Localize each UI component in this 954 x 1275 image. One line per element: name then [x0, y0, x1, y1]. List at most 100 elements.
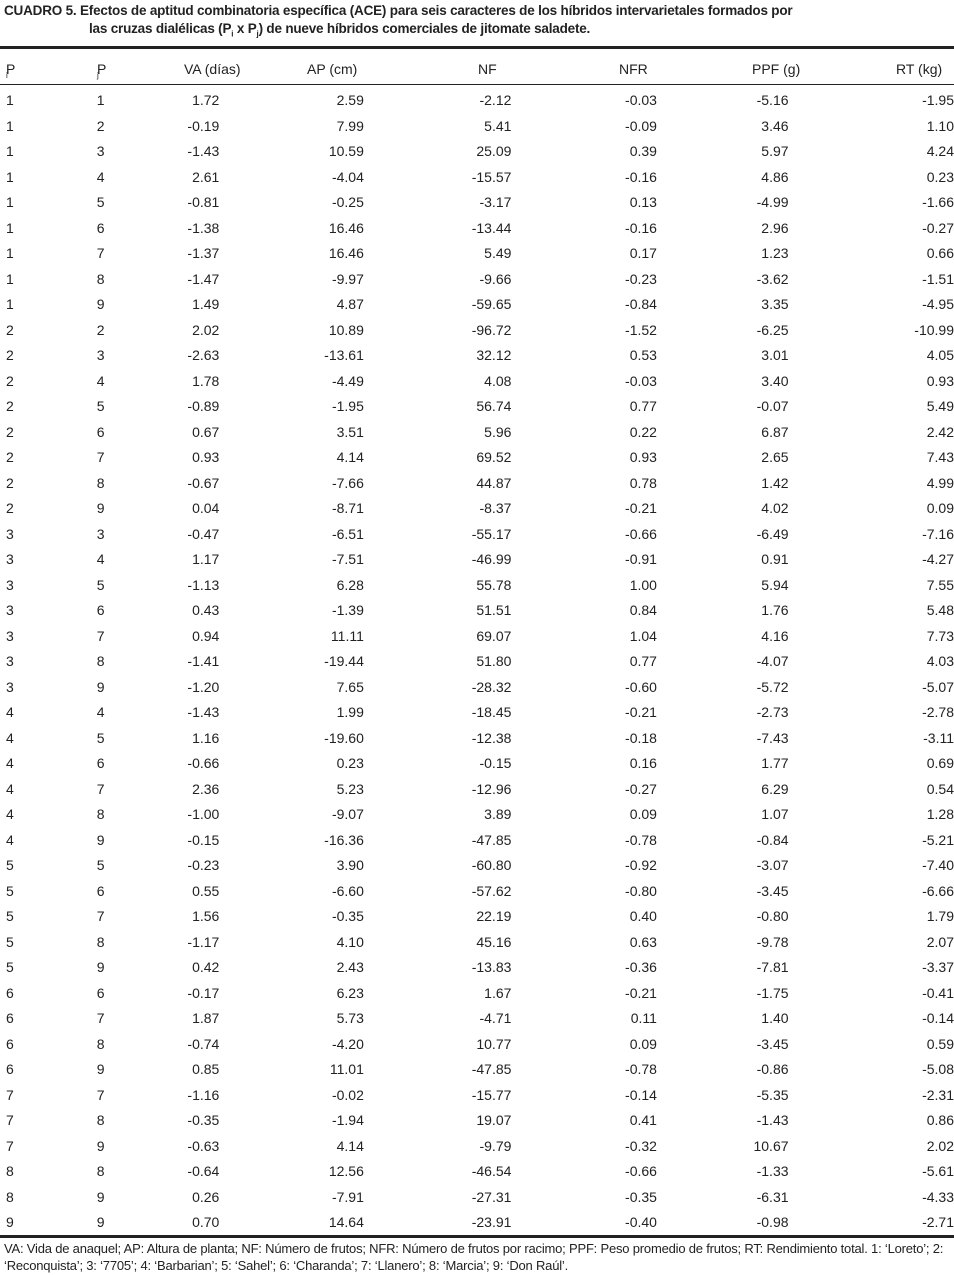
cell-ap: -9.07: [331, 806, 364, 822]
cell-ap: 10.89: [328, 321, 364, 338]
cell-rt: -0.41: [922, 984, 954, 1001]
cell-nf: -28.32: [471, 678, 512, 695]
cell-va: 1.72: [192, 92, 220, 108]
cell-pj: 5: [96, 576, 105, 593]
cell-ap: 4.14: [336, 449, 364, 465]
cell-nf: -15.57: [471, 168, 512, 185]
header-rt: RT (kg): [896, 61, 943, 77]
cell-rt: 0.54: [926, 780, 954, 797]
table-row: 1 1 1.72 2.59 -2.12 -0.03 -5.16 -1.95: [0, 91, 954, 117]
cell-va: 0.93: [192, 449, 220, 465]
cell-nf: -23.91: [471, 1214, 512, 1230]
table-row: 7 9 -0.63 4.14 -9.79 -0.32 10.67 2.02: [0, 1137, 954, 1163]
cell-ap: 5.73: [336, 1010, 364, 1026]
table-row: 1 6 -1.38 16.46 -13.44 -0.16 2.96 -0.27: [0, 219, 954, 245]
cell-nfr: 0.53: [629, 347, 657, 363]
cell-nfr: -0.35: [625, 1188, 657, 1205]
cell-pj: 2: [96, 117, 105, 134]
cell-pj: 1: [96, 92, 105, 108]
cell-ppf: -3.07: [756, 857, 789, 873]
table-row: 1 3 -1.43 10.59 25.09 0.39 5.97 4.24: [0, 142, 954, 168]
cell-ap: -1.39: [331, 602, 364, 618]
cell-ap: -4.04: [331, 168, 364, 185]
cell-ap: -0.35: [331, 908, 364, 924]
table-row: 1 5 -0.81 -0.25 -3.17 0.13 -4.99 -1.66: [0, 193, 954, 219]
table-row: 4 6 -0.66 0.23 -0.15 0.16 1.77 0.69: [0, 754, 954, 780]
cell-pj: 9: [96, 296, 105, 312]
cell-nf: -60.80: [471, 857, 512, 873]
cell-ppf: -9.78: [756, 933, 789, 950]
table-caption: CUADRO 5. Efectos de aptitud combinatori…: [4, 2, 952, 44]
cell-nfr: -0.16: [625, 219, 657, 236]
cell-nfr: 0.77: [629, 653, 657, 669]
cell-nf: 56.74: [476, 398, 512, 414]
cell-pi: 1: [6, 245, 14, 261]
cell-nf: 25.09: [476, 143, 512, 159]
cell-pi: 3: [6, 627, 14, 644]
cell-ppf: -4.99: [756, 194, 789, 210]
table-row: 6 9 0.85 11.01 -47.85 -0.78 -0.86 -5.08: [0, 1060, 954, 1086]
cell-nfr: -0.21: [625, 984, 657, 1001]
cell-rt: -5.07: [922, 678, 954, 695]
cell-nfr: 0.13: [629, 194, 657, 210]
cell-va: -1.16: [187, 1086, 220, 1103]
cell-ap: 0.23: [336, 755, 364, 771]
cell-va: -1.20: [187, 678, 220, 695]
cell-rt: 5.48: [926, 602, 954, 618]
cell-ppf: -4.07: [756, 653, 789, 669]
table-row: 3 7 0.94 11.11 69.07 1.04 4.16 7.73: [0, 627, 954, 653]
cell-rt: 0.59: [926, 1035, 954, 1052]
cell-pi: 5: [6, 908, 14, 924]
table-row: 2 6 0.67 3.51 5.96 0.22 6.87 2.42: [0, 423, 954, 449]
cell-rt: 0.66: [926, 245, 954, 261]
cell-rt: -5.61: [922, 1163, 954, 1179]
cell-ppf: 5.94: [761, 576, 789, 593]
cell-pi: 5: [6, 933, 14, 950]
table-row: 8 9 0.26 -7.91 -27.31 -0.35 -6.31 -4.33: [0, 1188, 954, 1214]
table-row: 3 4 1.17 -7.51 -46.99 -0.91 0.91 -4.27: [0, 550, 954, 576]
table-row: 3 9 -1.20 7.65 -28.32 -0.60 -5.72 -5.07: [0, 678, 954, 704]
cell-pj: 9: [96, 959, 105, 975]
cell-nfr: -1.52: [625, 321, 657, 338]
cell-ap: 5.23: [336, 780, 364, 797]
cell-pi: 7: [6, 1112, 14, 1128]
cell-pi: 5: [6, 959, 14, 975]
table-row: 3 8 -1.41 -19.44 51.80 0.77 -4.07 4.03: [0, 652, 954, 678]
cell-nf: -27.31: [471, 1188, 512, 1205]
cell-ppf: 2.65: [761, 449, 789, 465]
table-row: 1 7 -1.37 16.46 5.49 0.17 1.23 0.66: [0, 244, 954, 270]
cell-pi: 4: [6, 831, 14, 848]
cell-nf: 4.08: [484, 372, 512, 389]
cell-pj: 7: [96, 627, 105, 644]
cell-pj: 8: [96, 270, 105, 287]
cell-pi: 7: [6, 1086, 14, 1103]
cell-ppf: 6.29: [761, 780, 789, 797]
cell-nfr: -0.03: [625, 92, 657, 108]
top-rule: [0, 46, 954, 49]
cell-va: -0.19: [187, 117, 220, 134]
cell-nf: -57.62: [471, 882, 512, 899]
cell-ppf: 4.86: [761, 168, 789, 185]
cell-pi: 1: [6, 194, 14, 210]
cell-va: -0.17: [187, 984, 220, 1001]
cell-pi: 1: [6, 296, 14, 312]
cell-nf: -12.38: [471, 729, 512, 746]
cell-pj: 7: [96, 780, 105, 797]
cell-pj: 8: [96, 933, 105, 950]
cell-ppf: -6.49: [756, 525, 789, 542]
cell-pj: 6: [96, 602, 105, 618]
cell-ap: 6.28: [336, 576, 364, 593]
cell-pj: 8: [96, 1035, 105, 1052]
cell-va: 0.04: [192, 500, 220, 516]
cell-va: -1.00: [187, 806, 220, 822]
table-row: 8 8 -0.64 12.56 -46.54 -0.66 -1.33 -5.61: [0, 1162, 954, 1188]
cell-va: 0.26: [192, 1188, 220, 1205]
table-row: 5 5 -0.23 3.90 -60.80 -0.92 -3.07 -7.40: [0, 856, 954, 882]
cell-nfr: 0.63: [629, 933, 657, 950]
caption-text: ) de nueve híbridos comerciales de jitom…: [258, 21, 591, 36]
cell-va: -1.47: [187, 270, 220, 287]
cell-va: -1.37: [187, 245, 220, 261]
cell-nfr: 0.11: [630, 1010, 657, 1026]
cell-pj: 9: [96, 1214, 105, 1230]
